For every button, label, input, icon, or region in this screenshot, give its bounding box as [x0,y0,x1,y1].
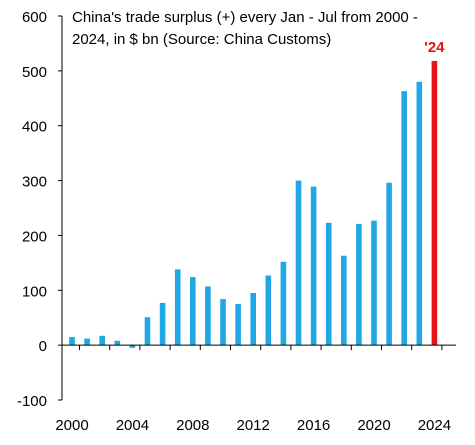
y-tick-label: 300 [22,174,47,191]
highlight-label: '24 [424,39,445,56]
y-tick-label: 600 [22,9,47,26]
bar [356,223,362,346]
x-tick-label: 2008 [176,417,209,434]
x-tick-label: 2012 [237,417,270,434]
y-tick-labels: -100 0 100 200 300 400 500 600 [17,9,47,410]
y-tick-label: 0 [39,338,47,355]
y-tick-label: 200 [22,228,47,245]
bar [295,180,302,346]
bar [416,81,423,346]
y-tick-label: 100 [22,283,47,300]
bar [129,345,136,348]
y-tick-label: 500 [22,64,47,81]
bar [84,338,90,346]
bar [114,340,121,346]
bar [310,186,317,346]
x-tick-label: 2016 [297,417,330,434]
y-tick-label: -100 [17,393,47,410]
y-tick-label: 400 [22,119,47,136]
bar [220,299,226,346]
bar [144,317,151,346]
bar [401,91,407,346]
x-tick-label: 2020 [357,417,390,434]
bar-highlight [431,60,438,346]
bar [99,335,105,346]
bar [386,182,392,346]
bar [280,261,287,346]
bar [69,336,75,346]
bar [235,304,241,346]
chart-title: China's trade surplus (+) every Jan - Ju… [72,9,418,48]
bar [341,255,347,346]
axes-group [58,15,456,401]
bar [159,302,166,346]
bar [190,277,196,346]
bar [325,222,332,346]
x-tick-label: 2024 [418,417,451,434]
bar [205,286,211,346]
chart-title-line-1: China's trade surplus (+) every Jan - Ju… [72,9,418,26]
x-tick-label: 2000 [55,417,88,434]
bar [250,293,256,346]
x-tick-label: 2004 [116,417,149,434]
bar [265,275,272,346]
chart-title-line-2: 2024, in $ bn (Source: China Customs) [72,31,331,48]
bars-group [69,60,438,348]
x-tick-labels: 2000 2004 2008 2012 2016 2020 2024 [55,417,451,434]
bar [174,269,181,346]
bar [371,220,377,346]
